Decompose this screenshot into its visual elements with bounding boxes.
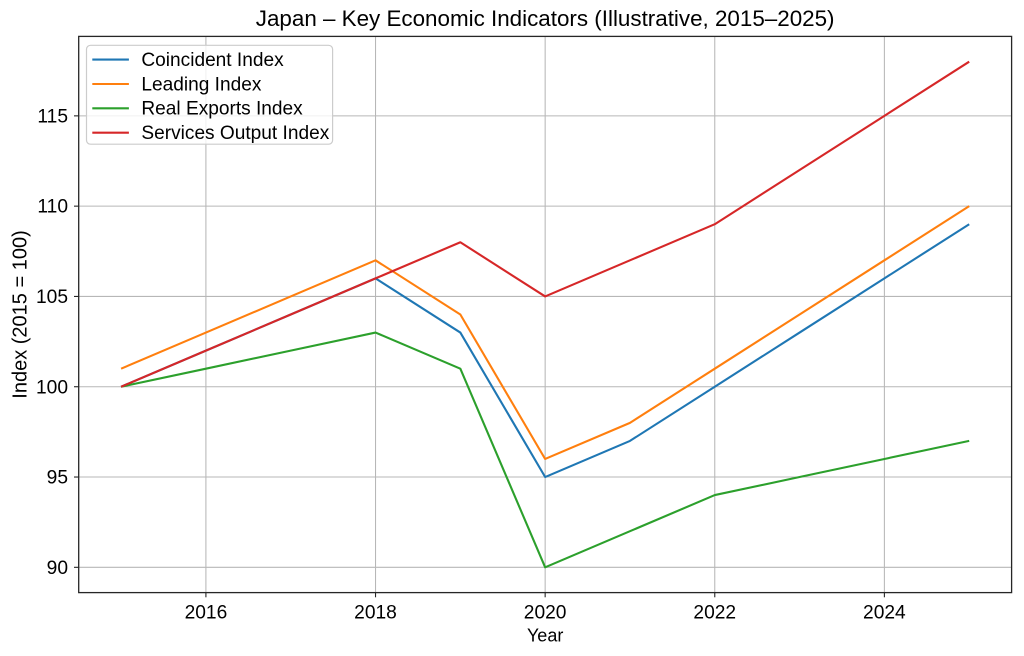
svg-text:Coincident Index: Coincident Index [141,50,284,71]
svg-text:110: 110 [37,197,68,218]
svg-text:90: 90 [47,558,68,579]
svg-text:2022: 2022 [693,603,736,624]
svg-text:Real Exports Index: Real Exports Index [141,99,303,120]
svg-text:Services Output Index: Services Output Index [141,123,329,144]
svg-text:100: 100 [36,377,68,398]
svg-text:Index (2015 = 100): Index (2015 = 100) [9,230,31,398]
svg-text:2024: 2024 [863,603,906,624]
svg-text:Japan – Key Economic Indicator: Japan – Key Economic Indicators (Illustr… [256,6,835,31]
svg-text:2016: 2016 [185,603,228,624]
svg-text:105: 105 [36,287,68,308]
svg-text:Leading Index: Leading Index [141,74,261,95]
svg-text:95: 95 [47,468,68,489]
svg-text:115: 115 [37,106,68,127]
svg-text:2020: 2020 [524,603,567,624]
svg-text:Year: Year [527,625,563,645]
svg-text:2018: 2018 [354,603,397,624]
